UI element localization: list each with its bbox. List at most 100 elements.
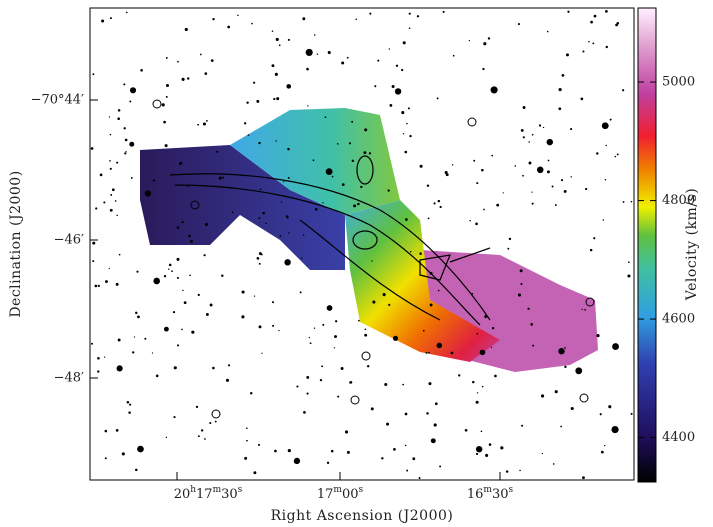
- star: [519, 470, 520, 471]
- star: [473, 160, 475, 162]
- star: [437, 343, 443, 349]
- star: [627, 275, 630, 278]
- star: [198, 435, 200, 437]
- star: [405, 413, 408, 416]
- star: [227, 26, 230, 29]
- star: [91, 343, 93, 345]
- star: [211, 59, 214, 62]
- star: [98, 285, 100, 287]
- star: [109, 160, 111, 162]
- star: [575, 367, 582, 374]
- star: [286, 84, 291, 89]
- star: [168, 269, 169, 270]
- star: [152, 352, 153, 353]
- star: [188, 235, 191, 238]
- star: [275, 73, 278, 76]
- star: [216, 151, 218, 153]
- star: [221, 274, 223, 276]
- star: [542, 453, 543, 454]
- star: [166, 84, 169, 87]
- star: [91, 147, 94, 150]
- star: [503, 192, 504, 193]
- star: [562, 74, 565, 77]
- star: [426, 352, 428, 354]
- star: [628, 261, 630, 263]
- star: [585, 188, 587, 190]
- star: [174, 366, 177, 369]
- star: [558, 107, 561, 110]
- star: [555, 390, 558, 393]
- star: [531, 192, 532, 193]
- star: [272, 30, 274, 32]
- star: [555, 204, 557, 206]
- colorbar: [638, 8, 656, 482]
- star: [275, 140, 276, 141]
- star: [506, 470, 508, 472]
- star: [388, 304, 390, 306]
- star: [481, 169, 484, 172]
- star: [437, 97, 439, 99]
- star: [349, 142, 351, 144]
- star: [198, 294, 200, 296]
- star: [476, 446, 482, 452]
- star: [405, 218, 408, 221]
- star: [363, 151, 366, 154]
- star: [374, 85, 376, 87]
- star: [476, 182, 478, 184]
- star: [477, 392, 478, 393]
- star: [92, 242, 95, 245]
- star: [272, 301, 274, 303]
- star: [530, 323, 533, 326]
- star: [427, 185, 429, 187]
- star: [306, 376, 309, 379]
- star: [600, 413, 602, 415]
- star: [402, 384, 404, 386]
- star: [475, 222, 478, 225]
- star: [92, 260, 94, 262]
- star: [200, 54, 202, 56]
- star: [256, 100, 259, 103]
- star: [347, 57, 349, 59]
- star: [472, 293, 474, 295]
- star: [360, 186, 362, 188]
- star: [395, 88, 401, 94]
- star: [327, 462, 329, 464]
- star: [130, 87, 136, 93]
- star: [117, 117, 120, 120]
- star: [287, 148, 289, 150]
- star: [596, 334, 599, 337]
- star: [116, 429, 119, 432]
- star: [352, 160, 354, 162]
- star: [203, 122, 206, 125]
- star: [127, 401, 130, 404]
- star: [514, 165, 516, 167]
- star: [489, 443, 492, 446]
- star: [306, 392, 308, 394]
- star: [110, 168, 112, 170]
- star: [254, 295, 255, 296]
- star: [507, 248, 509, 250]
- star: [428, 218, 430, 220]
- star: [144, 338, 146, 340]
- star: [408, 107, 410, 109]
- star: [244, 122, 246, 124]
- star: [179, 162, 182, 165]
- star: [364, 329, 366, 331]
- star: [594, 15, 597, 18]
- star: [126, 12, 128, 14]
- x-tick-label: 20h17m30s: [174, 485, 243, 502]
- star: [372, 301, 375, 304]
- star: [491, 155, 493, 157]
- star: [281, 201, 282, 202]
- star: [377, 60, 379, 62]
- star: [173, 311, 175, 313]
- star: [177, 277, 179, 279]
- star: [237, 15, 238, 16]
- star: [404, 151, 407, 154]
- star: [326, 168, 333, 175]
- star: [357, 203, 360, 206]
- star: [500, 446, 503, 449]
- star: [387, 189, 389, 191]
- star: [631, 201, 633, 203]
- star: [327, 305, 333, 311]
